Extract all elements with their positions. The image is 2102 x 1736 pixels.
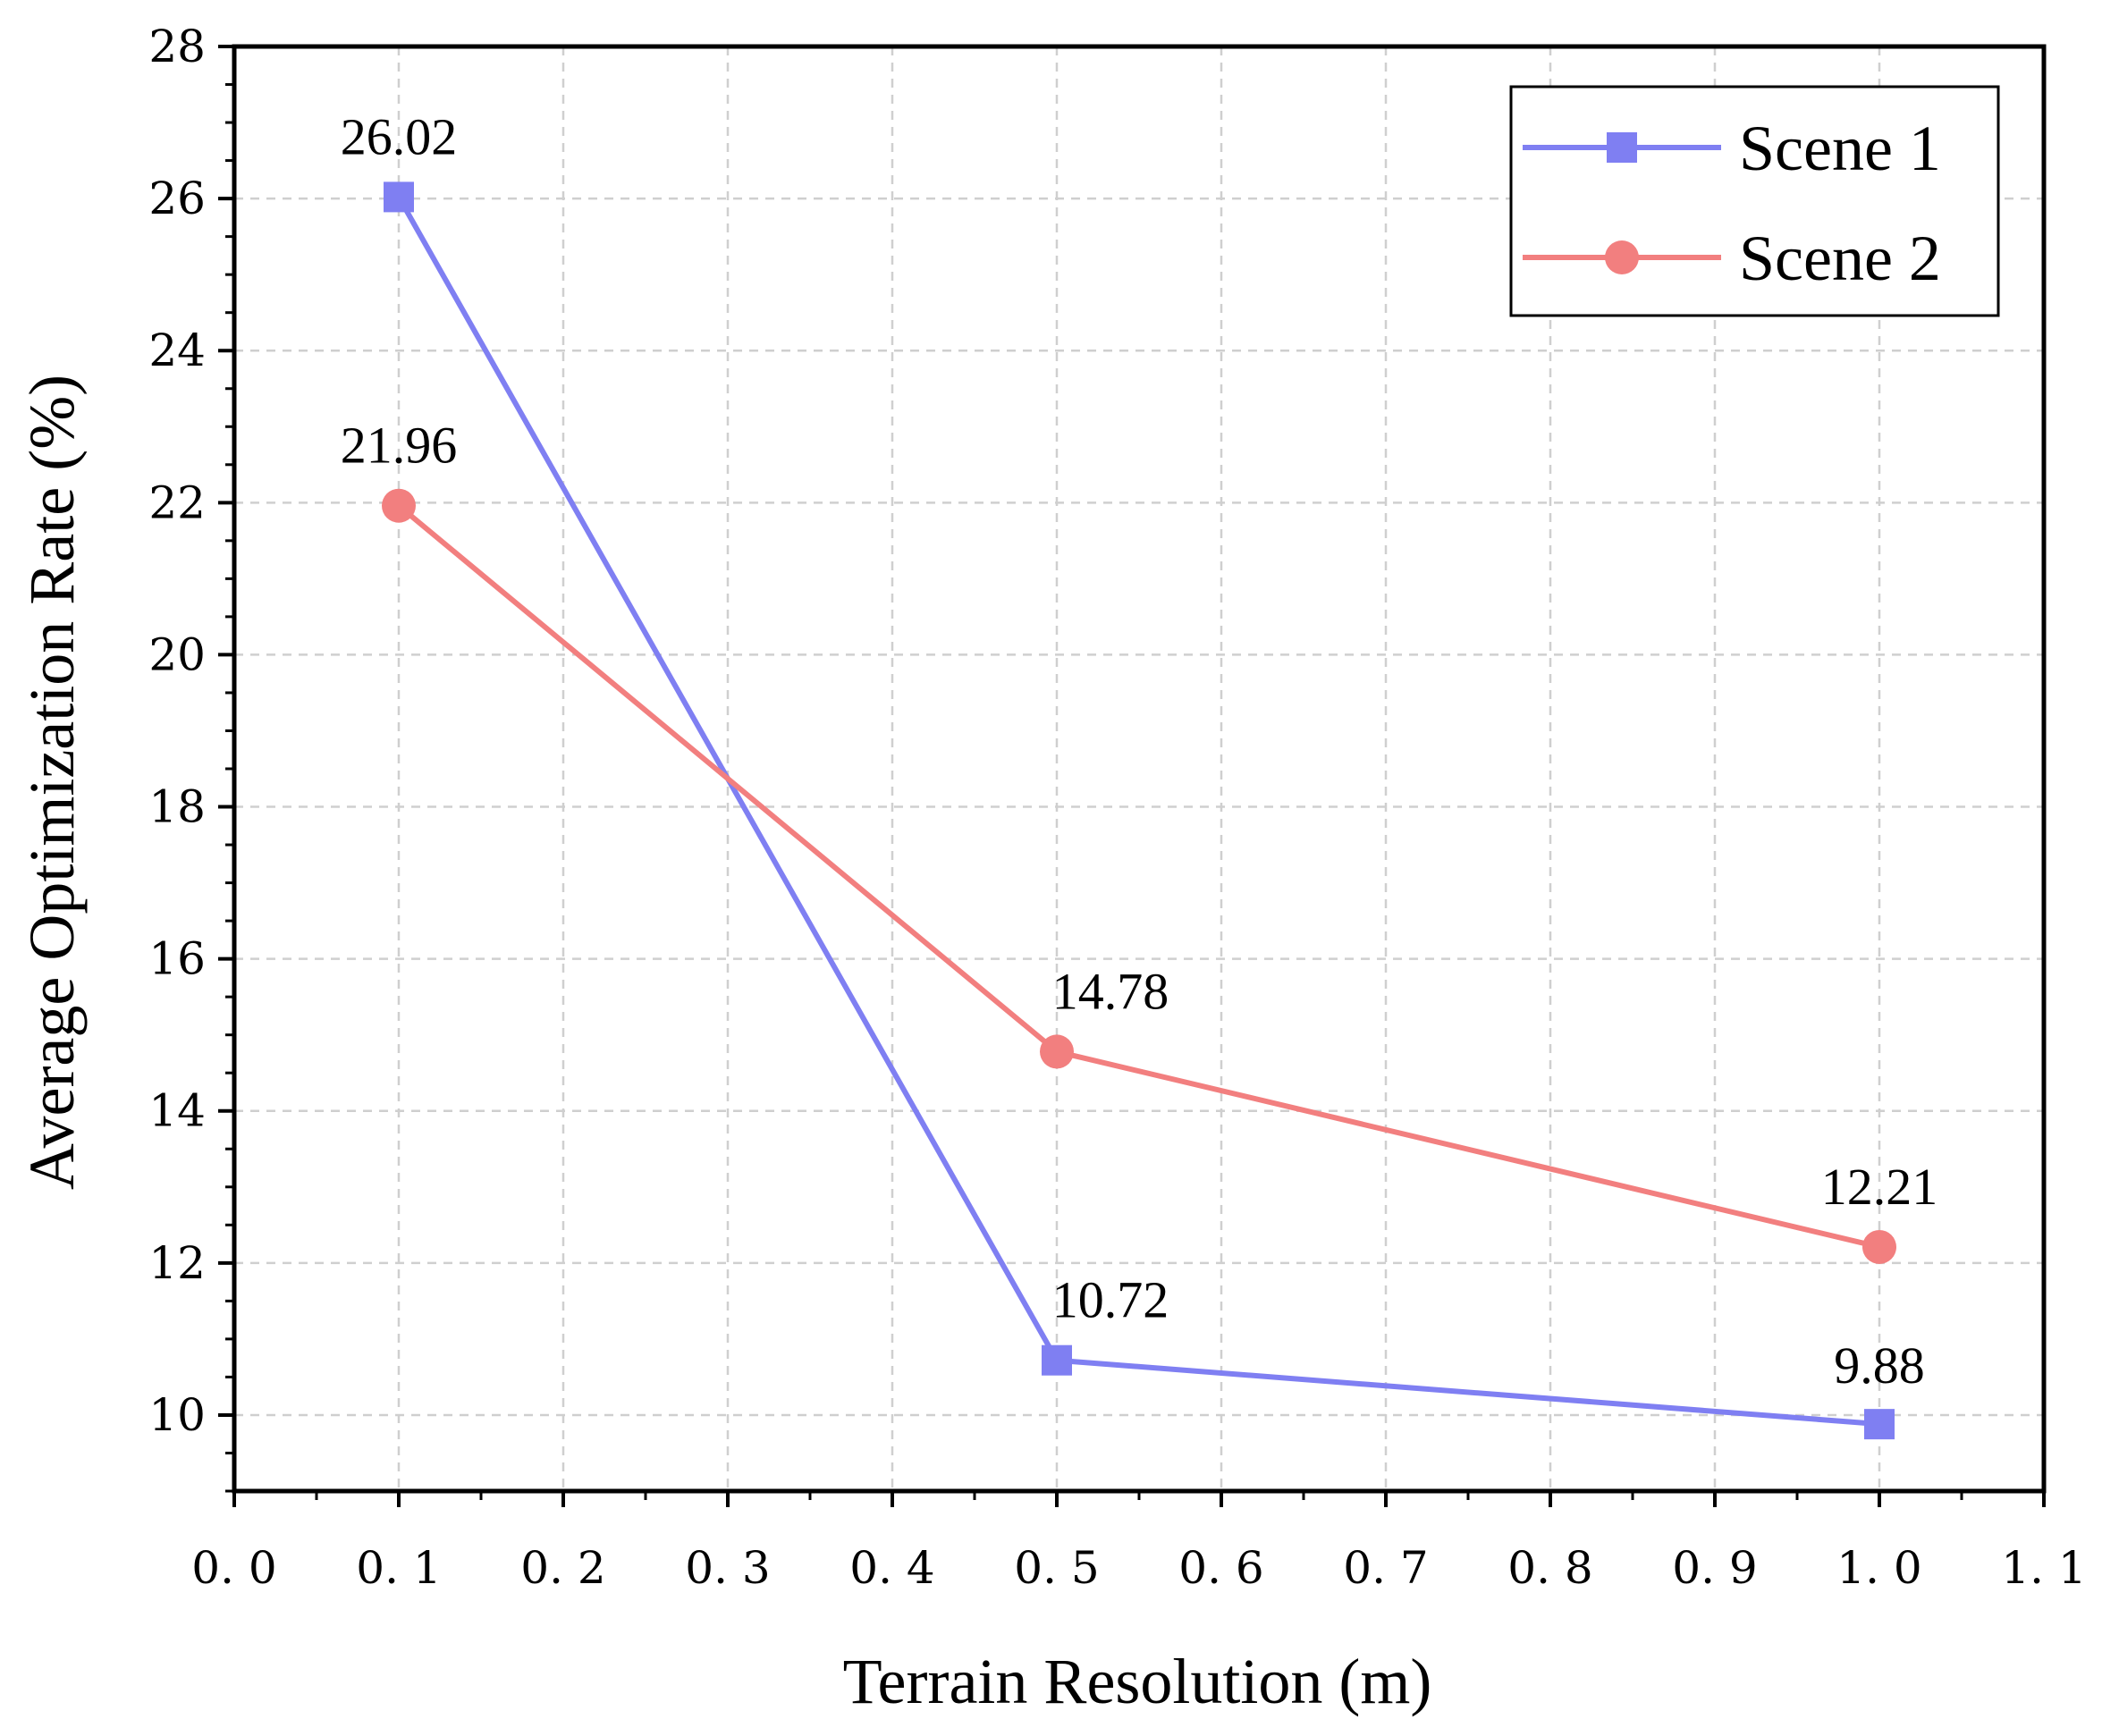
axis-ticks: 0. 0 0. 1 0. 2 0. 3 0. 4 0. 5 0. 6 0. 7 0. 8 0. 9… [148, 21, 2086, 1594]
x-tick-label: 0. 3 [685, 1542, 770, 1594]
y-tick-label: 24 [148, 324, 206, 376]
data-label-scene-1: 10.72 [1052, 1271, 1169, 1329]
x-tick-label: 0. 1 [356, 1542, 441, 1594]
series-line-scene-1 [396, 195, 1880, 1428]
y-axis-title: Average Optimization Rate (%) [16, 375, 88, 1190]
y-tick-label: 26 [148, 173, 206, 224]
x-tick-label: 0. 5 [1014, 1542, 1099, 1594]
data-label-scene-2: 14.78 [1052, 962, 1169, 1020]
y-tick-label: 14 [148, 1085, 206, 1137]
x-tick-label: 0. 8 [1507, 1542, 1592, 1594]
x-tick-label: 0. 2 [520, 1542, 605, 1594]
x-axis-title: Terrain Resolution (m) [843, 1646, 1432, 1717]
y-tick-label: 28 [148, 21, 206, 72]
x-tick-label: 1. 1 [2001, 1542, 2086, 1594]
y-tick-label: 12 [148, 1237, 206, 1289]
x-tick-label: 0. 7 [1343, 1542, 1428, 1594]
x-tick-label: 0. 4 [849, 1542, 934, 1594]
legend-label-scene-2: Scene 2 [1739, 223, 1941, 294]
data-point-scene-2 [382, 488, 416, 523]
data-point-scene-2 [1040, 1034, 1074, 1069]
series-layer [382, 181, 1896, 1440]
x-tick-label: 0. 0 [191, 1542, 276, 1594]
data-point-scene-1 [1042, 1344, 1072, 1376]
x-tick-label: 0. 6 [1178, 1542, 1263, 1594]
data-point-scene-1 [384, 181, 414, 213]
data-label-scene-1: 9.88 [1834, 1336, 1925, 1395]
data-label-scene-2: 12.21 [1821, 1158, 1938, 1216]
data-point-scene-2 [1862, 1229, 1896, 1264]
legend-marker-scene-1 [1607, 132, 1637, 163]
y-tick-label: 16 [148, 933, 206, 985]
legend-box [1509, 85, 2000, 317]
data-label-scene-1: 26.02 [341, 107, 458, 165]
x-tick-label: 1. 0 [1836, 1542, 1921, 1594]
grid [234, 46, 2044, 1491]
legend-marker-scene-2 [1605, 240, 1639, 274]
x-tick-label: 0. 9 [1672, 1542, 1757, 1594]
series-line-scene-2 [397, 503, 1880, 1250]
y-tick-label: 20 [148, 628, 206, 680]
legend: Scene 1 Scene 2 [1509, 85, 2000, 317]
y-tick-label: 18 [148, 781, 206, 833]
legend-label-scene-1: Scene 1 [1739, 113, 1941, 184]
data-labels: 26.02 10.72 9.88 21.96 14.78 12.21 [341, 107, 1938, 1395]
y-tick-label: 22 [148, 476, 206, 528]
data-point-scene-1 [1864, 1409, 1895, 1440]
data-label-scene-2: 21.96 [341, 417, 458, 475]
y-tick-label: 10 [148, 1389, 206, 1441]
